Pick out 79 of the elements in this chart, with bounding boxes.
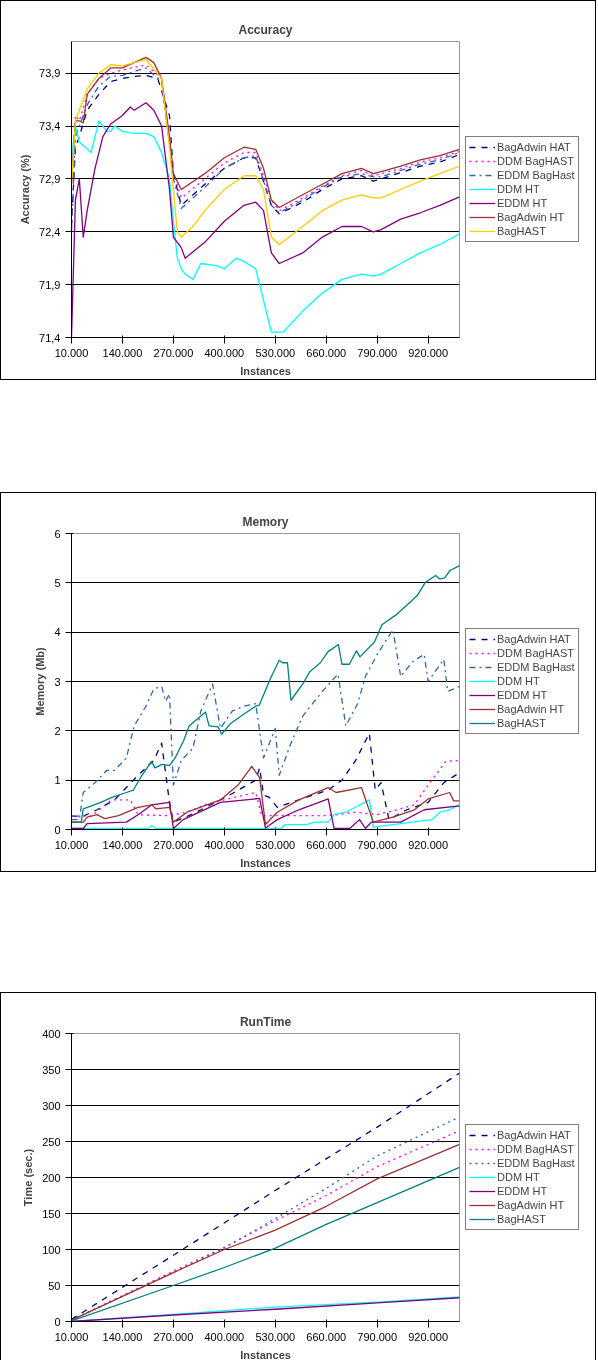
legend-label: BagAdwin HT: [497, 1198, 565, 1212]
y-tick-label: 100: [42, 1243, 61, 1256]
y-axis-title: Accuracy (%): [19, 154, 32, 225]
y-tick-label: 72,9: [39, 172, 61, 185]
chart-title: Memory: [242, 514, 289, 529]
x-tick-label: 660.000: [306, 838, 347, 851]
y-tick-label: 300: [42, 1099, 61, 1112]
x-axis-title: Instances: [240, 364, 291, 377]
legend-label: DDM HT: [497, 1170, 540, 1184]
y-tick-label: 2: [54, 724, 61, 737]
y-tick-label: 350: [42, 1063, 61, 1076]
x-tick-label: 660.000: [306, 1330, 347, 1343]
x-axis-title: Instances: [240, 1348, 291, 1360]
legend-label: EDDM HT: [497, 196, 548, 210]
y-tick-label: 73,4: [39, 120, 61, 133]
y-tick-label: 50: [48, 1279, 61, 1292]
y-axis-title: Memory (Mb): [34, 646, 47, 716]
x-tick-label: 400.000: [204, 1330, 245, 1343]
x-tick-label: 400.000: [204, 838, 245, 851]
legend-label: BagAdwin HAT: [497, 632, 571, 646]
x-tick-label: 920.000: [408, 346, 449, 359]
y-tick-label: 71,9: [39, 278, 61, 291]
legend-label: BagHAST: [497, 1212, 546, 1226]
x-tick-label: 790.000: [357, 1330, 398, 1343]
legend-label: EDDM BagHast: [497, 1156, 575, 1170]
y-tick-label: 250: [42, 1135, 61, 1148]
y-tick-label: 1: [54, 774, 61, 787]
legend-label: DDM BagHAST: [497, 646, 575, 660]
y-tick-label: 200: [42, 1171, 61, 1184]
y-tick-label: 73,9: [39, 67, 61, 80]
x-tick-label: 10.000: [54, 346, 89, 359]
legend-label: BagAdwin HAT: [497, 140, 571, 154]
legend-label: EDDM HT: [497, 688, 548, 702]
legend-label: DDM BagHAST: [497, 154, 575, 168]
y-tick-label: 0: [54, 823, 61, 836]
x-tick-label: 920.000: [408, 1330, 449, 1343]
x-tick-label: 10.000: [54, 1330, 89, 1343]
legend-label: DDM HT: [497, 674, 540, 688]
y-tick-label: 0: [54, 1315, 61, 1328]
x-tick-label: 140.000: [102, 346, 143, 359]
x-tick-label: 530.000: [255, 346, 296, 359]
legend-label: DDM BagHAST: [497, 1142, 575, 1156]
legend-label: BagAdwin HT: [497, 210, 565, 224]
y-tick-label: 6: [54, 527, 61, 540]
y-tick-label: 3: [54, 675, 61, 688]
legend-label: BagAdwin HAT: [497, 1128, 571, 1142]
legend-label: EDDM BagHast: [497, 660, 575, 674]
legend-label: DDM HT: [497, 182, 540, 196]
legend-label: EDDM BagHast: [497, 168, 575, 182]
x-axis-title: Instances: [240, 856, 291, 869]
y-tick-label: 150: [42, 1207, 61, 1220]
x-tick-label: 270.000: [153, 346, 194, 359]
x-tick-label: 270.000: [153, 838, 194, 851]
x-tick-label: 790.000: [357, 838, 398, 851]
line-series: [71, 629, 460, 821]
y-tick-label: 72,4: [39, 225, 61, 238]
line-series: [71, 759, 460, 817]
x-tick-label: 920.000: [408, 838, 449, 851]
x-tick-label: 530.000: [255, 1330, 296, 1343]
x-tick-label: 270.000: [153, 1330, 194, 1343]
y-tick-label: 400: [42, 1027, 61, 1040]
legend-label: BagHAST: [497, 716, 546, 730]
x-tick-label: 400.000: [204, 346, 245, 359]
y-tick-label: 4: [54, 626, 61, 639]
x-tick-label: 790.000: [357, 346, 398, 359]
x-tick-label: 140.000: [102, 1330, 143, 1343]
x-tick-label: 530.000: [255, 838, 296, 851]
chart-title: RunTime: [239, 1014, 292, 1029]
x-tick-label: 140.000: [102, 838, 143, 851]
legend-label: BagAdwin HT: [497, 702, 565, 716]
y-axis-title: Time (sec.): [22, 1148, 35, 1207]
legend-label: BagHAST: [497, 224, 546, 238]
y-tick-label: 71,4: [39, 331, 61, 344]
legend-label: EDDM HT: [497, 1184, 548, 1198]
line-series: [71, 564, 460, 823]
y-tick-label: 5: [54, 576, 61, 589]
x-tick-label: 10.000: [54, 838, 89, 851]
x-tick-label: 660.000: [306, 346, 347, 359]
chart-title: Accuracy: [238, 22, 293, 37]
